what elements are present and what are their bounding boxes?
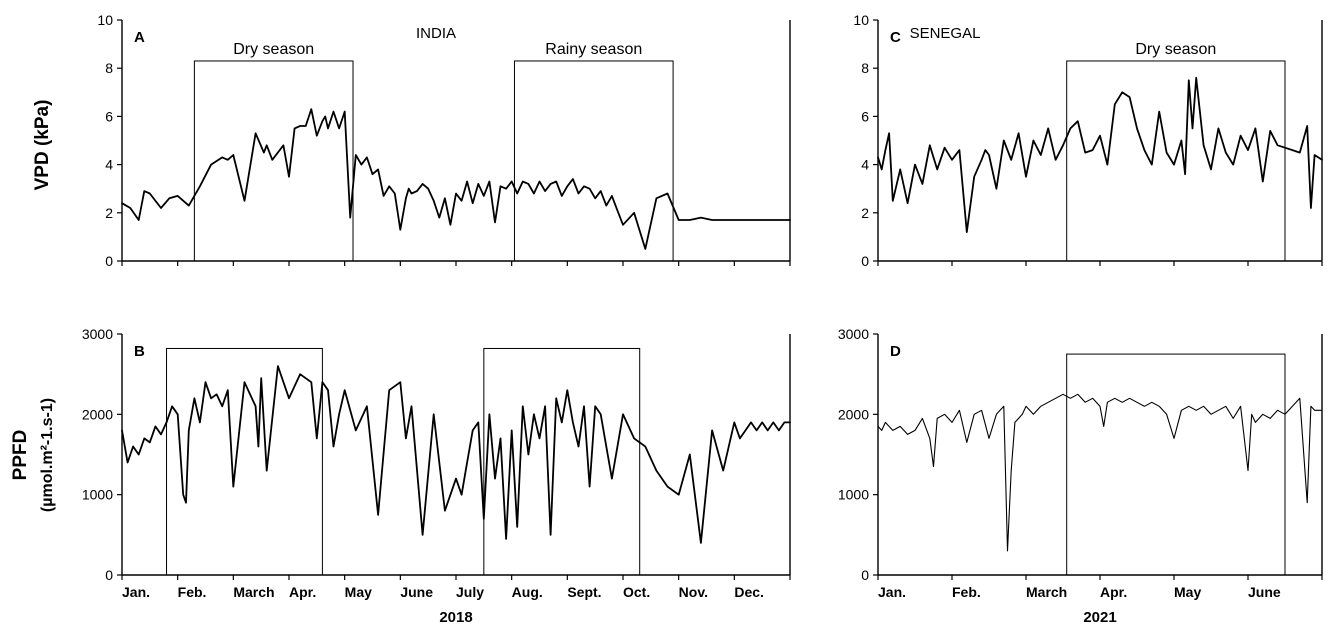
y-tick-label-c: 8 (861, 60, 869, 76)
month-label-d: Feb. (952, 584, 981, 600)
month-label-b: Oct. (623, 584, 650, 600)
year-label-b: 2018 (439, 609, 472, 626)
year-label-d: 2021 (1083, 609, 1116, 626)
ylabel-ppfd-units: (µmol.m²-1.s-1) (39, 398, 56, 512)
month-label-d: May (1174, 584, 1201, 600)
panel-a-india-vpd: 0 2 4 6 8 10 A INDIA Dry season Rainy season (97, 12, 791, 269)
country-label-a: INDIA (416, 25, 456, 42)
y-tick-label-a: 0 (105, 253, 113, 269)
y-tick-label-b: 2000 (82, 406, 113, 422)
season-label-c: Dry season (1135, 41, 1216, 58)
y-tick-label-c: 2 (861, 205, 869, 221)
series-line-d (877, 393, 1323, 552)
y-tick-label-b: 1000 (82, 487, 113, 503)
y-tick-label-d: 1000 (838, 487, 869, 503)
y-tick-label-a: 2 (105, 205, 113, 221)
month-label-d: March (1026, 584, 1067, 600)
season-label-a: Dry season (233, 41, 314, 58)
y-tick-label-b: 0 (105, 567, 113, 583)
month-label-b: March (233, 584, 274, 600)
y-tick-label-a: 4 (105, 157, 113, 173)
y-tick-label-d: 3000 (838, 326, 869, 342)
panel-d-senegal-ppfd: 0 1000 2000 3000 Jan. Feb. March Apr. May June 202… (838, 326, 1323, 626)
month-label-b: Sept. (567, 584, 601, 600)
y-tick-label-c: 6 (861, 108, 869, 124)
season-box-c (1066, 60, 1286, 262)
y-tick-label-b: 3000 (82, 326, 113, 342)
ylabel-ppfd: PPFD (10, 430, 31, 481)
month-label-b: Apr. (289, 584, 316, 600)
season-box-a (193, 60, 354, 262)
panel-letter-d: D (890, 343, 901, 360)
season-box-a (513, 60, 674, 262)
series-line-b (121, 365, 791, 544)
y-tick-label-d: 0 (861, 567, 869, 583)
y-tick-label-c: 4 (861, 157, 869, 173)
y-tick-label-c: 10 (853, 12, 869, 28)
month-label-b: Feb. (178, 584, 207, 600)
month-label-b: Aug. (512, 584, 543, 600)
month-label-b: July (456, 584, 484, 600)
panel-b-india-ppfd: 0 1000 2000 3000 Jan. Feb. March Apr. May June Jul… (82, 326, 791, 626)
month-label-d: Apr. (1100, 584, 1127, 600)
y-tick-label-a: 8 (105, 60, 113, 76)
month-label-b: Jan. (122, 584, 150, 600)
y-tick-label-a: 10 (97, 12, 113, 28)
series-line-a (121, 108, 791, 250)
season-label-a: Rainy season (545, 41, 642, 58)
month-label-b: Dec. (734, 584, 764, 600)
panel-letter-c: C (890, 29, 901, 46)
panel-c-senegal-vpd: 0 2 4 6 8 10 C SENEGAL Dry season (853, 12, 1323, 269)
country-label-c: SENEGAL (910, 25, 981, 42)
month-label-b: May (345, 584, 372, 600)
season-box-d (1066, 353, 1286, 576)
series-line-c (877, 76, 1323, 233)
ylabel-vpd: VPD (kPa) (32, 100, 53, 191)
season-box-b (483, 347, 641, 576)
panel-letter-a: A (134, 29, 145, 46)
y-tick-label-d: 2000 (838, 406, 869, 422)
panel-letter-b: B (134, 343, 145, 360)
season-box-b (166, 347, 323, 576)
month-label-d: Jan. (878, 584, 906, 600)
y-tick-label-a: 6 (105, 108, 113, 124)
month-label-b: Nov. (679, 584, 708, 600)
month-label-d: June (1248, 584, 1281, 600)
y-tick-label-c: 0 (861, 253, 869, 269)
month-label-b: June (400, 584, 433, 600)
